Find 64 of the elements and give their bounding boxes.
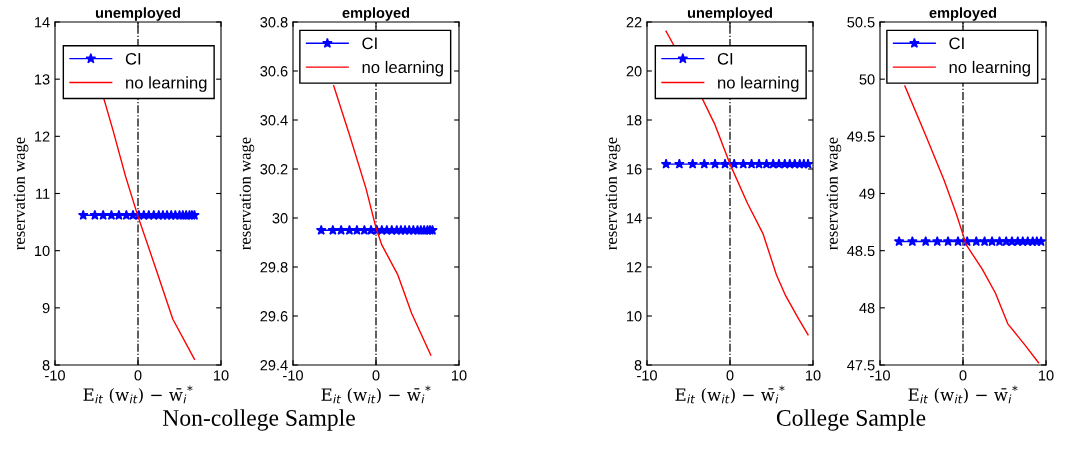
y-tick-label: 50.5	[847, 17, 875, 28]
y-axis-title: reservation wage	[826, 137, 842, 250]
y-tick-label: 47.5	[847, 360, 875, 371]
y-tick-label: 11	[36, 188, 50, 199]
y-tick-label: 12	[35, 131, 50, 142]
y-axis-title: reservation wage	[605, 137, 621, 250]
x-axis-title: E$_{it}$ (w$_{it}$) − w̄$_{i}$$^{*}$	[83, 385, 193, 404]
y-tick-label: 29.6	[260, 311, 288, 322]
legend-label: CI	[717, 52, 733, 65]
y-tick-label: 49.5	[847, 131, 875, 142]
x-tick-label: 0	[372, 370, 380, 381]
legend-label: CI	[949, 37, 964, 50]
legend-label: no learning	[718, 76, 799, 92]
y-tick-label: 30.4	[260, 115, 288, 126]
x-tick-label: 10	[806, 370, 821, 381]
x-tick-label: 0	[726, 370, 734, 381]
chart-title: employed	[342, 7, 410, 21]
y-tick-label: 16	[627, 164, 642, 175]
y-tick-label: 10	[627, 311, 642, 322]
y-tick-label: 9	[42, 302, 50, 314]
x-tick-label: -10	[637, 370, 657, 381]
x-tick-label: 10	[452, 370, 467, 381]
y-axis-title: reservation wage	[13, 137, 29, 250]
x-tick-label: -10	[45, 370, 65, 381]
y-tick-label: 30.2	[260, 164, 288, 175]
y-tick-label: 8	[634, 360, 642, 371]
text: Non-college Sample	[162, 409, 355, 431]
y-tick-label: 48.5	[847, 245, 875, 257]
y-tick-label: 14	[627, 213, 642, 224]
legend-label: CI	[362, 37, 377, 50]
chart-title: unemployed	[95, 7, 180, 21]
y-tick-label: 49	[859, 188, 875, 199]
x-axis-title: E$_{it}$ (w$_{it}$) − w̄$_{i}$$^{*}$	[321, 385, 431, 404]
x-tick-label: 0	[134, 370, 142, 381]
legend-label: no learning	[949, 60, 1030, 77]
y-tick-label: 10	[35, 245, 50, 257]
chart-title: employed	[929, 7, 997, 21]
legend-label: CI	[125, 52, 141, 65]
y-tick-label: 8	[42, 360, 50, 371]
y-tick-label: 22	[626, 17, 642, 28]
y-tick-label: 20	[626, 66, 642, 77]
y-tick-label: 18	[627, 115, 642, 126]
x-tick-label: 10	[214, 370, 229, 381]
x-tick-label: 0	[959, 370, 967, 381]
y-tick-label: 48	[859, 302, 875, 314]
y-tick-label: 30	[272, 213, 288, 224]
y-tick-label: 13	[35, 74, 50, 85]
y-tick-label: 29.4	[260, 360, 288, 371]
legend-label: no learning	[126, 76, 207, 92]
x-tick-label: 10	[1039, 370, 1054, 381]
text: College Sample	[776, 409, 926, 431]
x-tick-label: -10	[870, 370, 890, 381]
x-axis-title: E$_{it}$ (w$_{it}$) − w̄$_{i}$$^{*}$	[675, 385, 785, 404]
chart-title: unemployed	[687, 7, 772, 21]
legend-label: no learning	[362, 60, 443, 77]
x-axis-title: E$_{it}$ (w$_{it}$) − w̄$_{i}$$^{*}$	[908, 385, 1018, 404]
x-tick-label: -10	[283, 370, 303, 381]
y-tick-label: 12	[627, 262, 642, 273]
y-tick-label: 29.8	[260, 262, 288, 273]
y-tick-label: 50	[859, 74, 875, 85]
y-tick-label: 30.6	[260, 66, 288, 77]
y-axis-title: reservation wage	[239, 137, 255, 250]
y-tick-label: 30.8	[260, 17, 288, 28]
y-tick-label: 14	[35, 17, 50, 28]
